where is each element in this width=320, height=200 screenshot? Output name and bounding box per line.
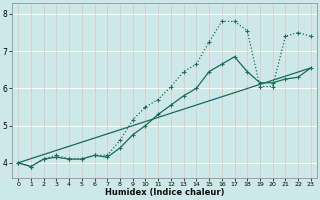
X-axis label: Humidex (Indice chaleur): Humidex (Indice chaleur) [105,188,224,197]
